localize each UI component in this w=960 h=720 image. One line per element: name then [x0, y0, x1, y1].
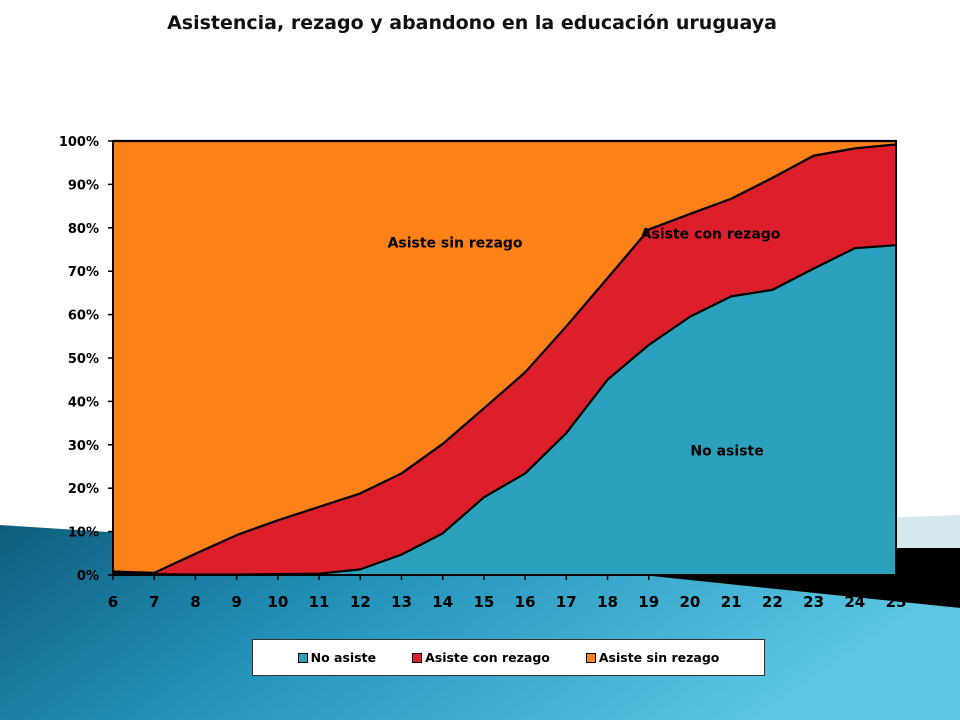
- legend: No asiste Asiste con rezago Asiste sin rez…: [252, 639, 765, 676]
- y-tick-label: 0%: [77, 569, 99, 584]
- y-tick-label: 30%: [68, 439, 99, 454]
- x-tick-label: 8: [190, 593, 200, 611]
- annotation-asiste-sin-rezago: Asiste sin rezago: [388, 235, 523, 251]
- x-tick-label: 22: [762, 593, 783, 611]
- x-tick-label: 20: [680, 593, 701, 611]
- x-tick-label: 16: [515, 593, 536, 611]
- x-tick-label: 19: [638, 593, 659, 611]
- x-tick-label: 24: [844, 593, 865, 611]
- y-tick-label: 40%: [68, 395, 99, 410]
- x-tick-label: 12: [350, 593, 371, 611]
- series-line-asiste-con-rezago: [112, 143, 897, 574]
- legend-item-asiste-sin-rezago: Asiste sin rezago: [585, 650, 720, 665]
- x-tick-label: 21: [721, 593, 742, 611]
- legend-swatch: [297, 652, 308, 663]
- legend-swatch: [585, 652, 596, 663]
- x-tick-label: 13: [391, 593, 412, 611]
- x-tick-label: 7: [149, 593, 159, 611]
- y-tick-label: 70%: [68, 265, 99, 280]
- area-asiste-sin-rezago: [113, 141, 896, 573]
- legend-label: Asiste sin rezago: [598, 650, 720, 665]
- legend-item-no-asiste: No asiste: [297, 650, 377, 665]
- annotation-asiste-con-rezago: Asiste con rezago: [641, 227, 781, 243]
- y-tick-label: 60%: [68, 309, 99, 324]
- x-tick-label: 23: [803, 593, 824, 611]
- x-tick-label: 6: [108, 593, 118, 611]
- x-tick-label: 15: [473, 593, 494, 611]
- x-tick-label: 10: [267, 593, 288, 611]
- x-tick-label: 14: [432, 593, 453, 611]
- y-tick-label: 90%: [68, 178, 99, 193]
- x-tick-label: 9: [231, 593, 241, 611]
- x-tick-label: 11: [309, 593, 330, 611]
- y-tick-label: 80%: [68, 222, 99, 237]
- y-tick-label: 20%: [68, 482, 99, 497]
- y-tick-label: 10%: [68, 526, 99, 541]
- area-asiste-con-rezago: [113, 144, 896, 575]
- x-tick-label: 25: [886, 593, 907, 611]
- legend-item-asiste-con-rezago: Asiste con rezago: [412, 650, 550, 665]
- chart-title: Asistencia, rezago y abandono en la educ…: [167, 12, 777, 34]
- y-tick-label: 100%: [59, 135, 99, 150]
- legend-swatch: [412, 652, 423, 663]
- area-no-asiste: [113, 245, 896, 575]
- y-tick-label: 50%: [68, 352, 99, 367]
- annotation-no-asiste: No asiste: [690, 444, 763, 460]
- x-tick-label: 18: [597, 593, 618, 611]
- legend-label: Asiste con rezago: [425, 650, 550, 665]
- x-tick-label: 17: [556, 593, 577, 611]
- legend-label: No asiste: [310, 650, 377, 665]
